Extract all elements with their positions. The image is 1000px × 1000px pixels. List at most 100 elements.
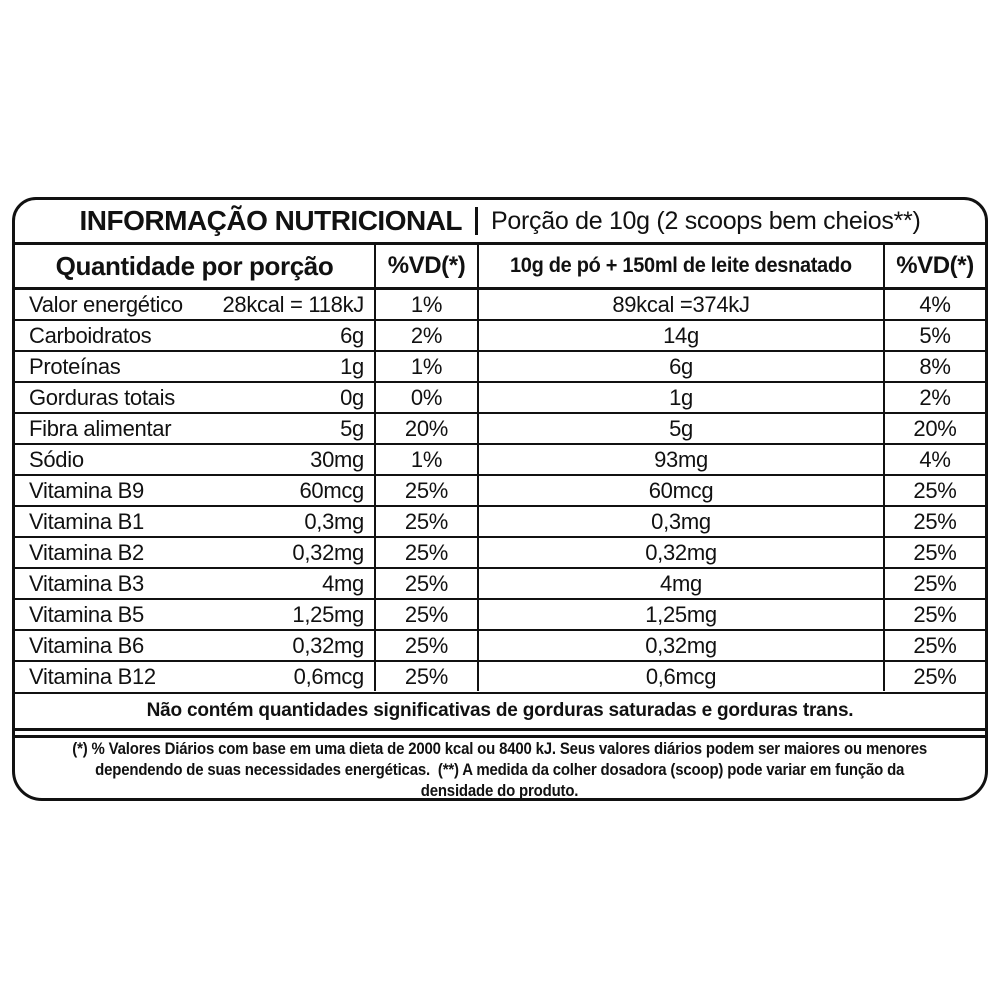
nutrient-amount: 60mcg — [299, 477, 364, 503]
vd-with-milk-value: 25% — [883, 476, 985, 505]
title-divider — [475, 207, 479, 235]
nutrient-amount: 1,25mg — [292, 601, 364, 627]
nutrient-name: Proteínas — [29, 353, 121, 379]
amount-with-milk-value: 0,3mg — [477, 507, 883, 536]
amount-with-milk-value: 0,6mcg — [477, 662, 883, 691]
amount-with-milk-value: 60mcg — [477, 476, 883, 505]
amount-with-milk-value: 89kcal =374kJ — [477, 290, 883, 319]
nutrient-amount: 30mg — [310, 446, 364, 472]
amount-with-milk-value: 4mg — [477, 569, 883, 598]
nutrient-cell: Vitamina B9 60mcg — [15, 476, 374, 505]
vd-per-portion-value: 25% — [374, 600, 477, 629]
table-row: Gorduras totais 0g 0% 1g 2% — [15, 381, 985, 412]
nutrient-name: Valor energético — [29, 291, 183, 317]
footnote-line: densidade do produto. — [421, 781, 579, 800]
nutrient-name: Vitamina B9 — [29, 477, 144, 503]
header-quantity-per-portion: Quantidade por porção — [55, 250, 334, 281]
vd-per-portion-value: 1% — [374, 352, 477, 381]
amount-with-milk-value: 5g — [477, 414, 883, 443]
amount-with-milk-value: 0,32mg — [477, 631, 883, 660]
footnote-line: (*) % Valores Diários com base em uma di… — [72, 739, 928, 758]
nutrient-amount: 6g — [340, 322, 364, 348]
nutrient-amount: 0,3mg — [304, 508, 364, 534]
amount-with-milk-value: 14g — [477, 321, 883, 350]
header-vd-milk: %VD(*) — [883, 245, 985, 287]
vd-per-portion-value: 1% — [374, 445, 477, 474]
nutrition-facts-panel: INFORMAÇÃO NUTRICIONAL Porção de 10g (2 … — [12, 197, 988, 801]
nutrient-name: Fibra alimentar — [29, 415, 172, 441]
nutrient-cell: Vitamina B5 1,25mg — [15, 600, 374, 629]
nutrient-name: Carboidratos — [29, 322, 152, 348]
nutrient-amount: 0g — [340, 384, 364, 410]
nutrient-cell: Vitamina B1 0,3mg — [15, 507, 374, 536]
nutrient-cell: Proteínas 1g — [15, 352, 374, 381]
amount-with-milk-value: 93mg — [477, 445, 883, 474]
vd-with-milk-value: 4% — [883, 290, 985, 319]
nutrient-name: Vitamina B1 — [29, 508, 144, 534]
vd-with-milk-value: 2% — [883, 383, 985, 412]
vd-per-portion-value: 25% — [374, 662, 477, 691]
table-row: Vitamina B2 0,32mg 25% 0,32mg 25% — [15, 536, 985, 567]
table-header-row: Quantidade por porção %VD(*) 10g de pó +… — [15, 245, 985, 290]
table-row: Vitamina B3 4mg 25% 4mg 25% — [15, 567, 985, 598]
vd-with-milk-value: 20% — [883, 414, 985, 443]
nutrient-amount: 0,6mcg — [293, 663, 365, 689]
amount-with-milk-value: 0,32mg — [477, 538, 883, 567]
table-row: Sódio 30mg 1% 93mg 4% — [15, 443, 985, 474]
nutrient-amount: 0,32mg — [292, 539, 364, 565]
vd-with-milk-value: 5% — [883, 321, 985, 350]
table-row: Vitamina B9 60mcg 25% 60mcg 25% — [15, 474, 985, 505]
table-row: Valor energético 28kcal = 118kJ 1% 89kca… — [15, 290, 985, 319]
nutrient-name: Vitamina B5 — [29, 601, 144, 627]
nutrient-cell: Carboidratos 6g — [15, 321, 374, 350]
vd-per-portion-value: 2% — [374, 321, 477, 350]
nutrient-cell: Vitamina B2 0,32mg — [15, 538, 374, 567]
nutrient-cell: Gorduras totais 0g — [15, 383, 374, 412]
footnote-line: dependendo de suas necessidades energéti… — [95, 760, 905, 779]
vd-per-portion-value: 25% — [374, 476, 477, 505]
amount-with-milk-value: 1,25mg — [477, 600, 883, 629]
table-row: Carboidratos 6g 2% 14g 5% — [15, 319, 985, 350]
nutrient-cell: Vitamina B12 0,6mcg — [15, 662, 374, 691]
table-row: Vitamina B5 1,25mg 25% 1,25mg 25% — [15, 598, 985, 629]
table-row: Vitamina B12 0,6mcg 25% 0,6mcg 25% — [15, 660, 985, 691]
table-row: Fibra alimentar 5g 20% 5g 20% — [15, 412, 985, 443]
double-line-separator — [15, 728, 985, 738]
vd-with-milk-value: 25% — [883, 600, 985, 629]
amount-with-milk-value: 6g — [477, 352, 883, 381]
vd-per-portion-value: 20% — [374, 414, 477, 443]
nutrient-name: Vitamina B2 — [29, 539, 144, 565]
portion-info: Porção de 10g (2 scoops bem cheios**) — [491, 206, 921, 235]
panel-title-row: INFORMAÇÃO NUTRICIONAL Porção de 10g (2 … — [15, 200, 985, 245]
nutrient-cell: Fibra alimentar 5g — [15, 414, 374, 443]
table-row: Vitamina B1 0,3mg 25% 0,3mg 25% — [15, 505, 985, 536]
nutrient-name: Sódio — [29, 446, 84, 472]
vd-per-portion-value: 1% — [374, 290, 477, 319]
header-with-milk: 10g de pó + 150ml de leite desnatado — [477, 245, 883, 287]
vd-per-portion-value: 25% — [374, 569, 477, 598]
nutrient-name: Vitamina B3 — [29, 570, 144, 596]
nutrient-amount: 1g — [340, 353, 364, 379]
header-with-milk-label: 10g de pó + 150ml de leite desnatado — [510, 254, 852, 277]
nutrient-amount: 5g — [340, 415, 364, 441]
header-vd-portion: %VD(*) — [374, 245, 477, 287]
vd-with-milk-value: 25% — [883, 631, 985, 660]
vd-with-milk-value: 25% — [883, 507, 985, 536]
nutrient-amount: 28kcal = 118kJ — [222, 291, 364, 317]
vd-with-milk-value: 8% — [883, 352, 985, 381]
nutrient-amount: 0,32mg — [292, 632, 364, 658]
nutrient-cell: Vitamina B3 4mg — [15, 569, 374, 598]
table-row: Vitamina B6 0,32mg 25% 0,32mg 25% — [15, 629, 985, 660]
nutrient-amount: 4mg — [322, 570, 364, 596]
vd-with-milk-value: 25% — [883, 538, 985, 567]
no-significant-amounts-note: Não contém quantidades significativas de… — [15, 692, 985, 728]
vd-per-portion-value: 25% — [374, 507, 477, 536]
vd-with-milk-value: 25% — [883, 569, 985, 598]
vd-with-milk-value: 4% — [883, 445, 985, 474]
nutrient-name: Gorduras totais — [29, 384, 175, 410]
vd-per-portion-value: 0% — [374, 383, 477, 412]
nutrient-cell: Sódio 30mg — [15, 445, 374, 474]
daily-values-footnote: (*) % Valores Diários com base em uma di… — [15, 738, 985, 800]
panel-title: INFORMAÇÃO NUTRICIONAL — [79, 205, 463, 236]
nutrient-name: Vitamina B12 — [29, 663, 156, 689]
